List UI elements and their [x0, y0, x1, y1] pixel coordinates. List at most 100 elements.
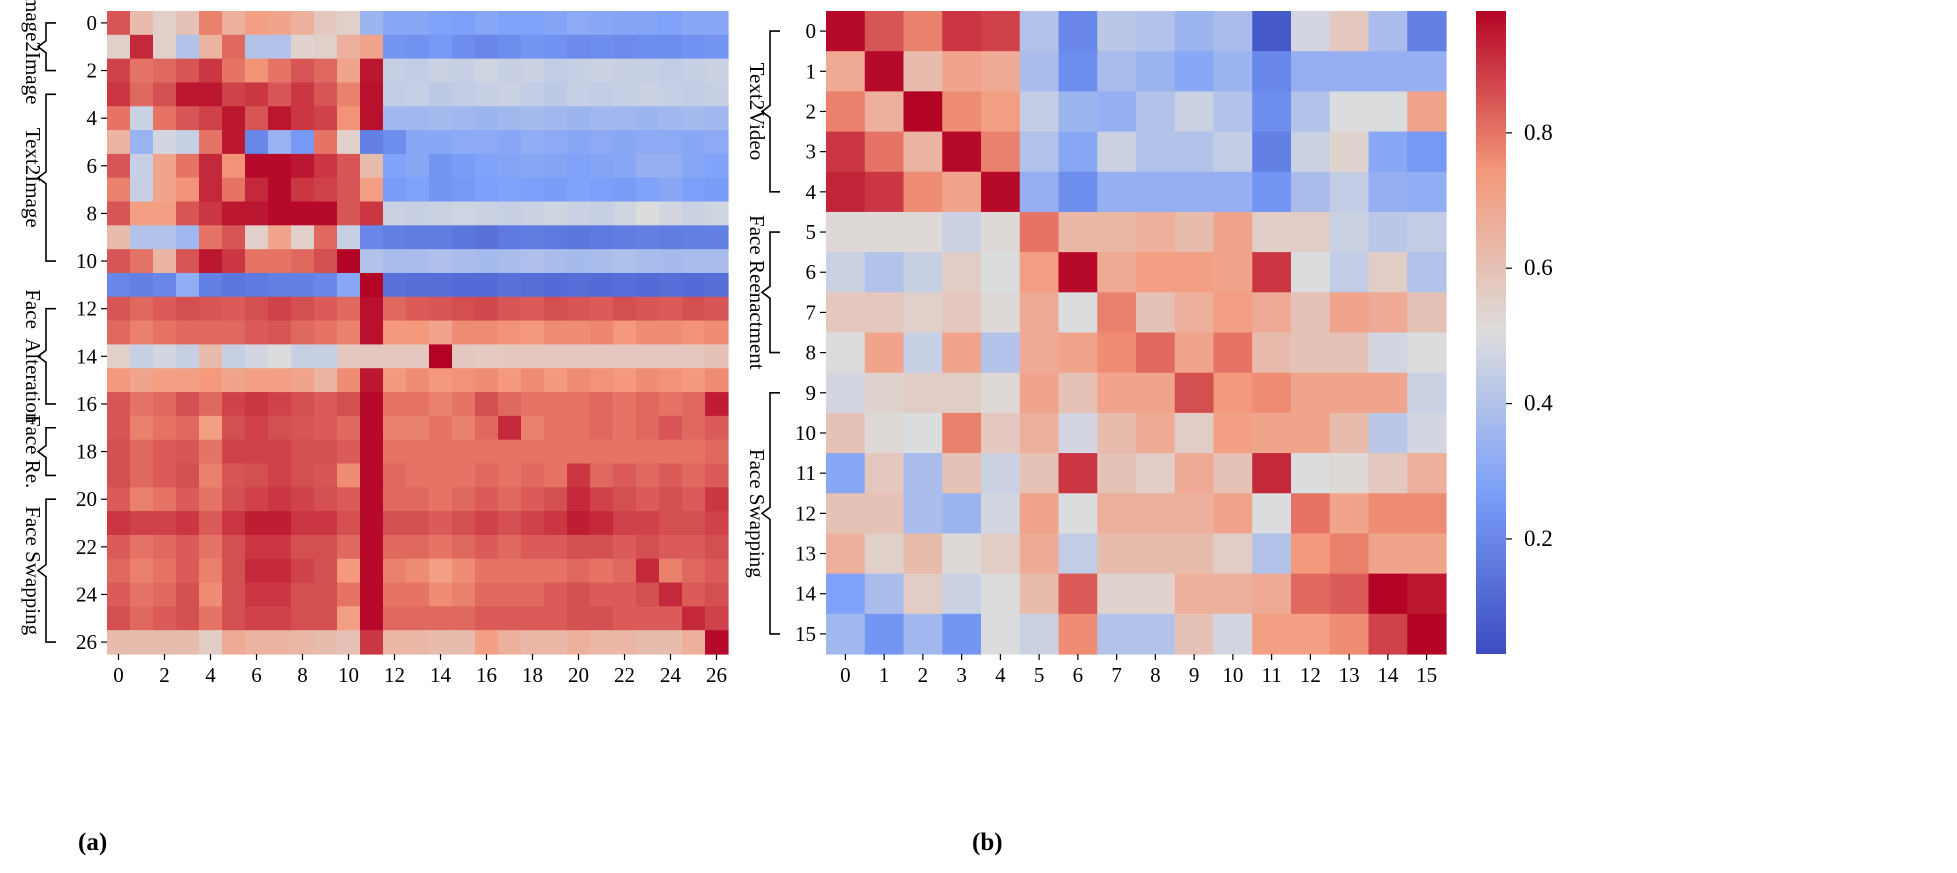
- heatmap-a-cell: [705, 106, 729, 131]
- heatmap-a-cell: [406, 463, 430, 488]
- heatmap-a-cell: [222, 82, 246, 107]
- heatmap-b-cell: [981, 412, 1021, 454]
- heatmap-a-cell: [429, 34, 453, 60]
- heatmap-a-cell: [659, 34, 683, 60]
- heatmap-a-cell: [107, 344, 131, 369]
- heatmap-a-cell: [705, 534, 729, 560]
- heatmap-a-cell: [176, 511, 200, 536]
- heatmap-b-cell: [1213, 51, 1253, 92]
- heatmap-a-cell: [383, 606, 407, 631]
- heatmap-a-cell: [383, 249, 407, 274]
- heatmap-b-cell: [1174, 51, 1215, 92]
- heatmap-b-cell: [1407, 613, 1447, 655]
- x-tick-label: 3: [956, 663, 967, 687]
- heatmap-a-cell: [176, 82, 200, 107]
- heatmap-a-cell: [337, 392, 361, 417]
- heatmap-a-cell: [636, 415, 660, 441]
- heatmap-b-cell: [826, 453, 866, 494]
- heatmap-a-cell: [452, 58, 476, 84]
- heatmap-a-cell: [498, 630, 522, 655]
- heatmap-a-cell: [337, 58, 361, 84]
- heatmap-b-cell: [1213, 332, 1253, 374]
- heatmap-a-cell: [199, 106, 223, 131]
- heatmap-a-cell: [314, 130, 338, 155]
- heatmap-a-cell: [452, 272, 476, 298]
- heatmap-a-cell: [521, 225, 545, 250]
- heatmap-a-cell: [475, 177, 499, 203]
- heatmap-b-cell: [1136, 533, 1176, 575]
- heatmap-a-cell: [199, 58, 223, 84]
- y-tick-label: 14: [76, 344, 98, 368]
- heatmap-a-cell: [383, 415, 407, 441]
- heatmap-a-cell: [498, 368, 522, 393]
- heatmap-a-cell: [314, 582, 338, 607]
- heatmap-b-cell: [1019, 292, 1060, 334]
- heatmap-a-cell: [176, 201, 200, 226]
- heatmap-a-cell: [245, 511, 269, 536]
- heatmap-a-cell: [222, 487, 246, 512]
- heatmap-a-cell: [406, 368, 430, 393]
- heatmap-b-cell: [1329, 211, 1370, 253]
- heatmap-b-cell: [1174, 613, 1215, 655]
- heatmap-a-cell: [567, 415, 591, 441]
- heatmap-a-cell: [199, 11, 223, 36]
- heatmap-a-cell: [130, 415, 154, 441]
- heatmap-a-cell: [245, 130, 269, 155]
- heatmap-a-cell: [567, 11, 591, 36]
- heatmap-b-cell: [826, 171, 866, 213]
- heatmap-a-cell: [176, 415, 200, 441]
- heatmap-a-cell: [153, 463, 177, 488]
- heatmap-a-cell: [337, 558, 361, 584]
- heatmap-a-cell: [337, 630, 361, 655]
- heatmap-a-cell: [406, 249, 430, 274]
- heatmap-a-cell: [452, 487, 476, 512]
- heatmap-a-cell: [452, 582, 476, 607]
- heatmap-a-cell: [360, 249, 384, 274]
- heatmap-a-cell: [705, 58, 729, 84]
- x-tick-label: 24: [660, 663, 682, 687]
- heatmap-a-cell: [613, 82, 637, 107]
- heatmap-a-cell: [291, 487, 315, 512]
- heatmap-a-cell: [383, 368, 407, 393]
- heatmap-a-cell: [245, 320, 269, 345]
- heatmap-a-cell: [107, 511, 131, 536]
- heatmap-a-cell: [406, 82, 430, 107]
- heatmap-a-cell: [429, 463, 453, 488]
- x-tick-label: 0: [840, 663, 851, 687]
- heatmap-a-cell: [682, 511, 706, 536]
- heatmap-a-cell: [498, 558, 522, 584]
- heatmap-a-cell: [153, 630, 177, 655]
- heatmap-a-cell: [567, 487, 591, 512]
- heatmap-a-cell: [222, 58, 246, 84]
- heatmap-a-cell: [199, 320, 223, 345]
- heatmap-a-cell: [429, 534, 453, 560]
- y-tick-label: 4: [806, 180, 817, 204]
- heatmap-b-cell: [981, 292, 1021, 334]
- heatmap-b-cell: [864, 533, 905, 575]
- heatmap-a-cell: [153, 177, 177, 203]
- heatmap-a-cell: [176, 344, 200, 369]
- heatmap-b-cell: [1136, 453, 1176, 494]
- heatmap-b-cell: [1174, 453, 1215, 494]
- heatmap-a-cell: [314, 487, 338, 512]
- heatmap-b-cell: [1252, 211, 1292, 253]
- x-tick-label: 5: [1034, 663, 1045, 687]
- heatmap-a-cell: [682, 320, 706, 345]
- x-tick-label: 8: [297, 663, 308, 687]
- heatmap-a-cell: [590, 130, 614, 155]
- heatmap-a-cell: [567, 606, 591, 631]
- heatmap-a-cell: [475, 630, 499, 655]
- heatmap-a-cell: [613, 582, 637, 607]
- y-tick-label: 26: [76, 630, 97, 654]
- heatmap-a-cell: [429, 582, 453, 607]
- heatmap-b-cell: [1213, 372, 1253, 414]
- heatmap-a-cell: [406, 296, 430, 322]
- colorbar: 0.2 0.4 0.6 0.8: [1476, 11, 1553, 654]
- heatmap-a-cell: [153, 225, 177, 250]
- heatmap-a-cell: [314, 153, 338, 179]
- heatmap-b-cell: [1213, 292, 1253, 334]
- heatmap-a-cell: [130, 34, 154, 60]
- heatmap-a-cell: [705, 272, 729, 298]
- heatmap-a-cell: [682, 296, 706, 322]
- heatmap-b-cell: [1291, 252, 1331, 293]
